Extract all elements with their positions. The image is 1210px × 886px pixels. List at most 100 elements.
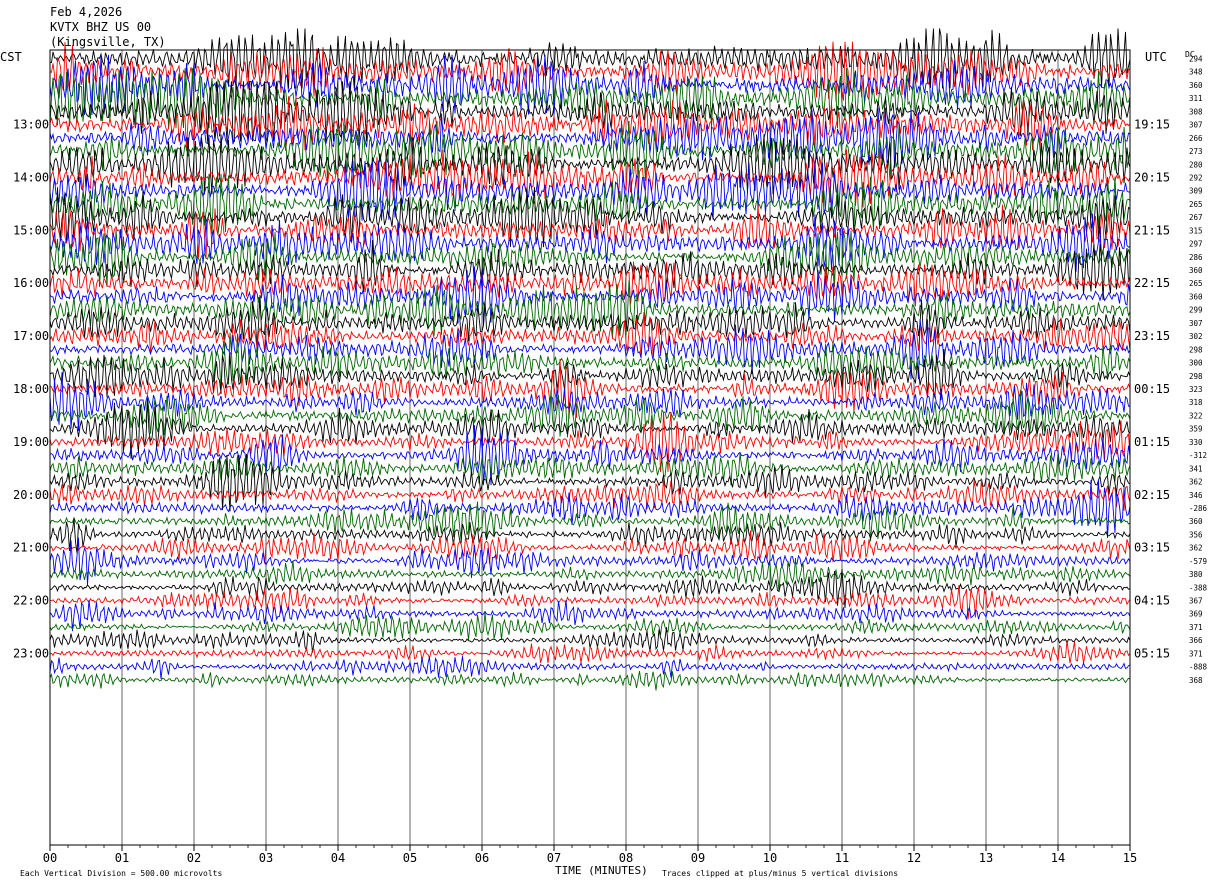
x-tick-label: 11: [835, 851, 849, 865]
dc-offset-label: 308: [1189, 107, 1203, 116]
seismic-trace: [49, 229, 1131, 287]
dc-offset-label: -312: [1189, 451, 1207, 460]
seismic-trace: [49, 147, 1131, 208]
dc-offset-label: 369: [1189, 610, 1203, 619]
seismic-trace: [49, 501, 1131, 542]
left-hour-label: 17:00: [13, 329, 49, 343]
left-hour-label: 20:00: [13, 488, 49, 502]
dc-offset-label: 298: [1189, 345, 1203, 354]
x-tick-label: 09: [691, 851, 705, 865]
dc-offset-label: -579: [1189, 557, 1207, 566]
right-hour-label: 22:15: [1134, 276, 1170, 290]
x-tick-label: 03: [259, 851, 273, 865]
seismic-trace: [49, 266, 1131, 325]
seismic-trace: [49, 557, 1131, 592]
seismic-trace: [49, 479, 1131, 539]
right-timezone-label: UTC: [1145, 50, 1167, 64]
dc-offset-label: -388: [1189, 583, 1208, 592]
dc-offset-label: 286: [1189, 253, 1203, 262]
dc-offset-label: 380: [1189, 570, 1203, 579]
right-hour-label: 19:15: [1134, 118, 1170, 132]
dc-offset-label: 297: [1189, 240, 1203, 249]
dc-offset-label: 309: [1189, 187, 1203, 196]
dc-offset-label: 362: [1189, 544, 1203, 553]
left-hour-label: 16:00: [13, 276, 49, 290]
seismic-trace: [49, 372, 1131, 431]
x-tick-label: 12: [907, 851, 921, 865]
left-hour-label: 15:00: [13, 223, 49, 237]
seismic-trace: [49, 280, 1131, 339]
dc-offset-label: 318: [1189, 398, 1203, 407]
dc-offset-label: 307: [1189, 121, 1203, 130]
dc-offset-label: 348: [1189, 68, 1203, 77]
right-hour-label: 23:15: [1134, 329, 1170, 343]
dc-offset-label: 280: [1189, 160, 1203, 169]
dc-offset-label: 299: [1189, 306, 1203, 315]
dc-offset-label: 273: [1189, 147, 1203, 156]
x-tick-label: 14: [1051, 851, 1065, 865]
seismic-trace: [49, 332, 1131, 393]
x-tick-label: 08: [619, 851, 633, 865]
seismic-trace: [49, 398, 1131, 459]
dc-offset-label: 294: [1189, 55, 1203, 64]
dc-offset-label: 360: [1189, 292, 1203, 301]
dc-offset-label: 359: [1189, 425, 1203, 434]
dc-offset-label: 360: [1189, 517, 1203, 526]
dc-offset-label: 311: [1189, 94, 1203, 103]
right-hour-label: 03:15: [1134, 541, 1170, 555]
right-hour-label: 00:15: [1134, 382, 1170, 396]
x-tick-label: 04: [331, 851, 345, 865]
dc-offset-label: 330: [1189, 438, 1203, 447]
left-timezone-label: CST: [0, 50, 22, 64]
dc-offset-label: 265: [1189, 279, 1203, 288]
seismic-trace: [49, 294, 1131, 347]
header-station: KVTX BHZ US 00: [50, 20, 152, 34]
x-tick-label: 06: [475, 851, 489, 865]
dc-column-header: DC: [1185, 50, 1195, 59]
trace-group: [49, 28, 1131, 691]
x-tick-label: 02: [187, 851, 201, 865]
seismic-trace: [49, 107, 1131, 168]
dc-offset-label: 323: [1189, 385, 1203, 394]
left-hour-label: 18:00: [13, 382, 49, 396]
right-hour-label: 02:15: [1134, 488, 1170, 502]
dc-offset-label: 371: [1189, 649, 1203, 658]
dc-offset-label: -286: [1189, 504, 1208, 513]
seismic-trace: [49, 656, 1131, 679]
dc-offset-label: 371: [1189, 623, 1203, 632]
header-date: Feb 4,2026: [50, 5, 123, 19]
x-tick-label: 00: [43, 851, 57, 865]
dc-offset-label: 267: [1189, 213, 1203, 222]
right-hour-label: 04:15: [1134, 594, 1170, 608]
x-axis-title: TIME (MINUTES): [555, 864, 648, 877]
dc-offset-label: 362: [1189, 478, 1203, 487]
dc-offset-label: 315: [1189, 226, 1203, 235]
seismic-trace: [49, 453, 1131, 512]
dc-offset-label: 298: [1189, 372, 1203, 381]
plot-frame: [49, 49, 1131, 846]
seismic-trace: [49, 612, 1131, 641]
x-tick-label: 07: [547, 851, 561, 865]
dc-offset-label: 366: [1189, 636, 1203, 645]
seismic-trace: [49, 120, 1131, 182]
left-hour-label: 23:00: [13, 646, 49, 660]
dc-offset-label: 302: [1189, 332, 1203, 341]
header-location: (Kingsville, TX): [50, 35, 166, 49]
seismic-trace: [49, 261, 1131, 307]
right-hour-label: 20:15: [1134, 170, 1170, 184]
dc-offset-label: 292: [1189, 173, 1203, 182]
dc-offset-label: -888: [1189, 663, 1208, 672]
clipping-note: Traces clipped at plus/minus 5 vertical …: [662, 869, 898, 878]
dc-offset-label: 300: [1189, 359, 1203, 368]
seismic-trace: [49, 640, 1131, 664]
dc-offset-label: 265: [1189, 200, 1203, 209]
x-tick-label: 01: [115, 851, 129, 865]
dc-offset-label: 307: [1189, 319, 1203, 328]
left-hour-label: 19:00: [13, 435, 49, 449]
seismic-trace: [49, 537, 1131, 585]
seismic-trace: [49, 411, 1131, 472]
right-hour-label: 01:15: [1134, 435, 1170, 449]
x-tick-label: 15: [1123, 851, 1137, 865]
seismic-trace: [49, 213, 1131, 272]
